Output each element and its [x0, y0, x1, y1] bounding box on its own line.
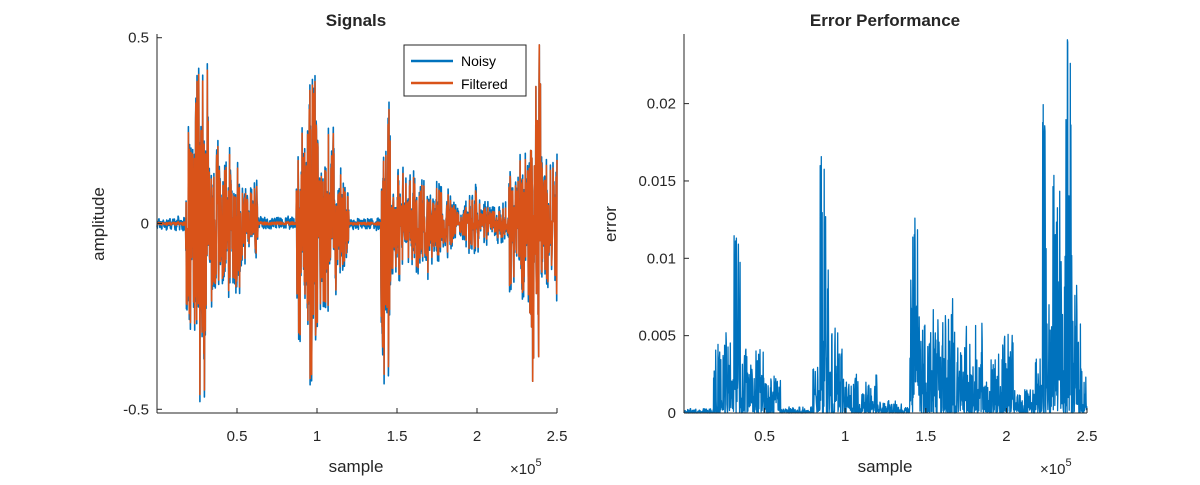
- error-plot-area: [683, 39, 1088, 414]
- legend-label-filtered: Filtered: [461, 76, 508, 92]
- x-tick-label: 0.5: [754, 428, 775, 445]
- x-tick-label: 2.5: [547, 428, 568, 445]
- x-tick-label: 1: [313, 428, 321, 445]
- y-tick-label: 0: [668, 405, 676, 422]
- y-tick-label: -0.5: [123, 401, 149, 418]
- signals-x-label: sample: [329, 457, 384, 476]
- error-x-exponent: ×105: [1040, 457, 1072, 478]
- x-tick-label: 1.5: [915, 428, 936, 445]
- error-y-label: error: [601, 206, 620, 242]
- y-tick-label: 0.005: [638, 328, 676, 345]
- signals-axes: Signals 0.5 1 1.5 2 2.5 -0.5 0 0.5 sample ampli…: [89, 11, 567, 478]
- signals-legend: Noisy Filtered: [403, 44, 527, 97]
- x-tick-label: 2: [1002, 428, 1010, 445]
- filtered-series-line: [156, 44, 558, 396]
- legend-box: [403, 44, 527, 97]
- y-tick-label: 0: [141, 216, 149, 233]
- signals-x-exponent: ×105: [510, 457, 542, 478]
- y-tick-label: 0.02: [647, 96, 676, 113]
- x-tick-label: 2: [473, 428, 481, 445]
- y-tick-label: 0.015: [638, 173, 676, 190]
- x-tick-label: 0.5: [227, 428, 248, 445]
- x-tick-label: 1.5: [387, 428, 408, 445]
- signals-y-label: amplitude: [89, 187, 108, 261]
- error-ticks: 0.5 1 1.5 2 2.5 0 0.005 0.01 0.015 0.02: [638, 96, 1097, 445]
- error-axes: Error Performance 0.5 1 1.5 2 2.500.0050.010…: [601, 11, 1097, 478]
- x-tick-label: 2.5: [1077, 428, 1098, 445]
- signals-title: Signals: [326, 11, 386, 30]
- legend-label-noisy: Noisy: [461, 53, 496, 69]
- signals-ticks: 0.5 1 1.5 2 2.5 -0.5 0 0.5: [123, 30, 567, 445]
- y-tick-label: 0.5: [128, 30, 149, 47]
- error-series-line: [683, 39, 1088, 414]
- signals-plot-area: [156, 44, 558, 403]
- x-tick-label: 1: [841, 428, 849, 445]
- error-x-label: sample: [858, 457, 913, 476]
- error-title: Error Performance: [810, 11, 960, 30]
- y-tick-label: 0.01: [647, 250, 676, 267]
